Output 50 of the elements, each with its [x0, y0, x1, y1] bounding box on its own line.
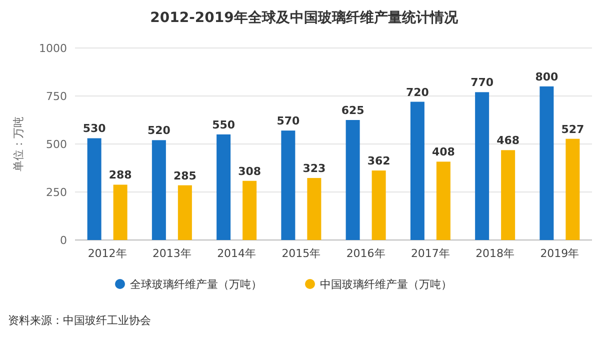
x-tick-label: 2018年 — [476, 247, 515, 260]
bar — [113, 184, 128, 240]
bar — [501, 150, 516, 240]
data-label: 770 — [470, 76, 494, 90]
x-tick-label: 2014年 — [217, 247, 256, 260]
data-label: 285 — [173, 169, 196, 182]
bar — [410, 102, 424, 240]
bar — [540, 86, 554, 240]
bar — [372, 170, 386, 240]
y-tick-label: 750 — [46, 90, 67, 103]
text: 资料来源：中国玻纤工业协会 — [8, 314, 151, 327]
x-tick-label: 2019年 — [540, 247, 580, 260]
data-label: 527 — [561, 122, 584, 136]
y-tick-label: 0 — [60, 234, 67, 247]
bar — [566, 138, 580, 240]
x-tick-label: 2013年 — [152, 247, 192, 260]
data-label: 550 — [212, 118, 236, 132]
data-label: 800 — [535, 70, 559, 84]
data-label: 362 — [367, 154, 390, 168]
bar — [281, 130, 296, 240]
y-tick-label: 1000 — [39, 42, 67, 55]
legend-label: 全球玻璃纤维产量（万吨） — [130, 278, 262, 291]
bar — [178, 185, 192, 240]
bar — [242, 180, 257, 240]
bar — [307, 178, 322, 240]
y-axis-title: 单位：万吨 — [12, 116, 25, 172]
data-label: 288 — [108, 168, 132, 182]
data-label: 408 — [432, 146, 455, 159]
bar — [436, 162, 450, 240]
data-label: 720 — [406, 86, 430, 99]
data-label: 625 — [341, 104, 364, 117]
x-tick-label: 2017年 — [410, 247, 450, 260]
data-label: 570 — [276, 114, 300, 128]
legend-label: 中国玻璃纤维产量（万吨） — [320, 278, 452, 291]
x-tick-label: 2012年 — [88, 247, 127, 260]
bar — [216, 134, 231, 240]
x-tick-label: 2015年 — [282, 247, 321, 260]
data-label: 323 — [302, 162, 326, 175]
data-label: 468 — [496, 134, 520, 148]
data-label: 308 — [238, 164, 262, 178]
data-label: 520 — [147, 124, 171, 138]
bar — [475, 92, 490, 240]
y-tick-label: 250 — [46, 186, 67, 199]
y-tick-label: 500 — [46, 138, 67, 151]
data-label: 530 — [82, 122, 106, 136]
bar — [346, 120, 360, 240]
bar — [152, 140, 166, 240]
x-tick-label: 2016年 — [346, 247, 386, 260]
chart-title: 2012-2019年全球及中国玻璃纤维产量统计情况 — [150, 9, 459, 26]
bar — [87, 138, 102, 240]
